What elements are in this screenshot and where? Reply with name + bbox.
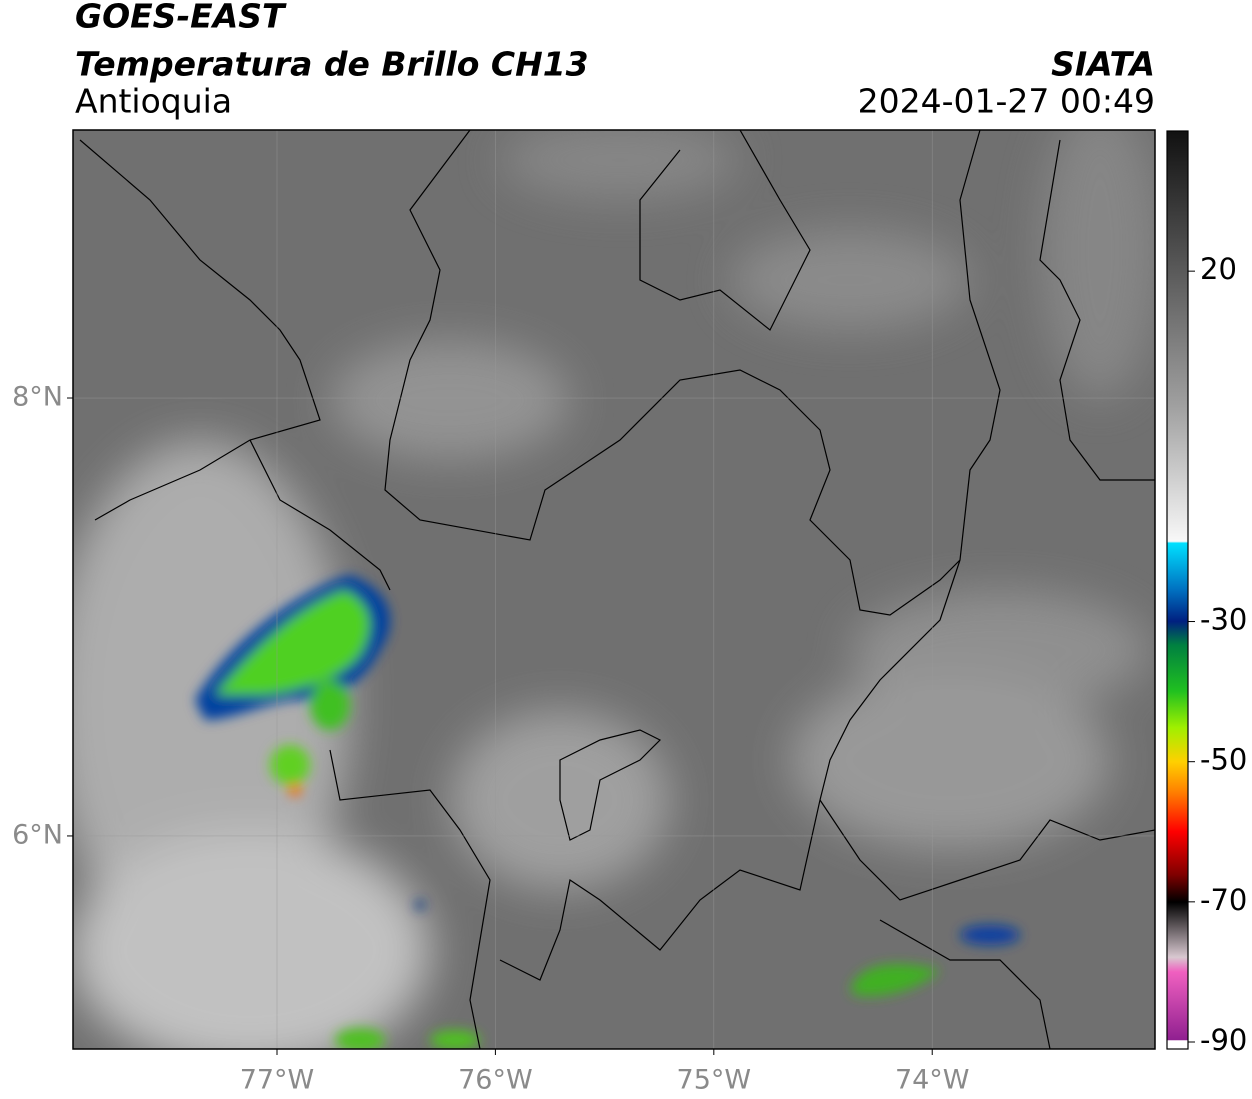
datetime-label: 2024-01-27 00:49 — [858, 82, 1155, 121]
y-tick-label: 8°N — [12, 382, 63, 413]
x-tick-label: 77°W — [240, 1065, 315, 1096]
colorbar-tick-label: 20 — [1200, 252, 1237, 286]
y-tick-label: 6°N — [12, 819, 63, 850]
satellite-image — [73, 130, 1155, 1049]
source-label: SIATA — [1051, 45, 1155, 84]
colorbar-tick-label: -90 — [1200, 1023, 1247, 1057]
x-tick-label: 76°W — [458, 1065, 533, 1096]
colorbar-tick-label: -70 — [1200, 883, 1247, 917]
colorbar — [1166, 130, 1189, 1050]
map-frame — [72, 129, 1156, 1050]
colorbar-tick-label: -50 — [1200, 743, 1247, 777]
x-tick-label: 75°W — [677, 1065, 752, 1096]
region-label: Antioquia — [75, 82, 232, 121]
colorbar-tick-label: -30 — [1200, 603, 1247, 637]
satellite-title: GOES-EAST — [75, 0, 287, 36]
x-tick-label: 74°W — [895, 1065, 970, 1096]
product-title: Temperatura de Brillo CH13 — [75, 45, 589, 84]
colorbar-axis: 20 -30 -50 -70 -90 — [1188, 252, 1247, 1057]
graticule — [67, 130, 1155, 1055]
